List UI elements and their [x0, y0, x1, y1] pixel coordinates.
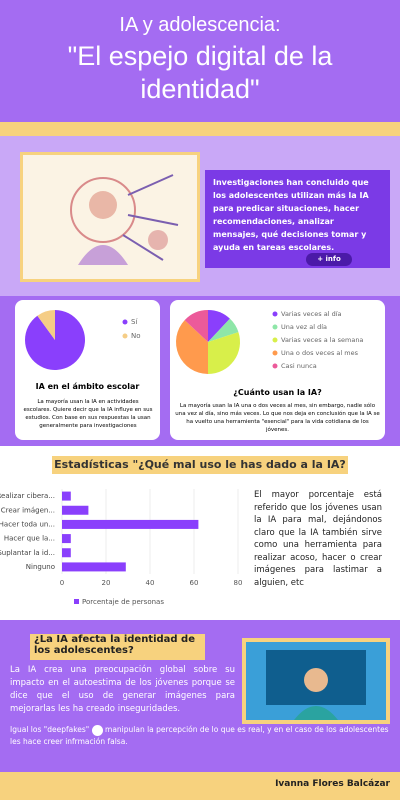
y-tick-label: Hacer que la...: [4, 535, 55, 543]
intro: Investigaciones han concluido que los ad…: [0, 136, 400, 296]
illustration-art: [70, 174, 179, 265]
chart-title: IA en el ámbito escolar: [35, 382, 140, 391]
legend-swatch: [272, 311, 278, 317]
bar-chart: 0 20 40 60 80 Realizar cibera... Crear imágen.…: [0, 489, 243, 606]
x-tick-label: 80: [234, 579, 243, 587]
legend-swatch: [272, 324, 278, 330]
stats-text: El mayor porcentaje está referido que lo…: [254, 490, 382, 588]
legend-swatch: [272, 350, 278, 356]
x-tick-label: 40: [146, 579, 155, 587]
bar: [62, 548, 71, 558]
icon: [91, 724, 103, 736]
stats: Estadísticas "¿Qué mal uso le has dado a…: [0, 446, 400, 620]
y-tick-label: Hacer toda un...: [0, 520, 55, 528]
stats-title: Estadísticas "¿Qué mal uso le has dado a…: [52, 456, 348, 474]
pie-slice: [208, 310, 230, 342]
caption: La mayoría usan la IA una o dos veces al…: [175, 403, 380, 433]
y-tick-label: Realizar cibera...: [0, 492, 55, 500]
bar: [62, 519, 199, 529]
note-text: manipulan la percepción de lo que es rea…: [10, 725, 389, 746]
bar: [62, 491, 71, 501]
identity-note: Igual los "deepfakes" manipulan la perce…: [10, 724, 390, 748]
legend-label: Porcentaje de personas: [82, 598, 164, 606]
identity-text: La IA crea una preocupación global sobre…: [10, 665, 235, 714]
card: Sí No IA en el ámbito escolar La mayoría …: [15, 300, 160, 440]
x-tick-label: 20: [102, 579, 111, 587]
bar: [62, 562, 126, 572]
note-text: Igual los "deepfakes": [10, 725, 90, 734]
header: IA y adolescencia: "El espejo digital de…: [0, 0, 400, 122]
bar: [62, 534, 71, 544]
y-tick-label: Crear imágen...: [1, 506, 55, 514]
legend-label: Varias veces a la semana: [281, 336, 363, 344]
legend-label: Varias veces al día: [281, 310, 341, 318]
pie-slice: [184, 310, 208, 342]
info-button[interactable]: + info: [306, 253, 352, 266]
legend-swatch: [74, 599, 79, 604]
photo-art: [246, 642, 386, 720]
identity-title: ¿La IA afecta la identidad de los adoles…: [34, 634, 196, 656]
y-tick-label: Suplantar la id...: [0, 549, 55, 557]
header-line1: IA y adolescencia:: [119, 14, 281, 36]
card: Varias veces al día Una vez al día Varias …: [170, 300, 385, 440]
footer-name: Ivanna Flores Balcázar: [275, 779, 390, 789]
legend-label: Una vez al día: [281, 323, 327, 331]
pie-chart: Varias veces al día Una vez al día Varias …: [176, 310, 363, 374]
legend-label: Casi nunca: [281, 362, 317, 370]
legend-swatch: [272, 337, 278, 343]
chart-title: ¿Cuánto usan la IA?: [233, 388, 322, 397]
x-tick-label: 0: [60, 579, 64, 587]
legend-swatch: [122, 319, 128, 325]
band: [0, 122, 400, 136]
pie-slice: [176, 320, 208, 374]
header-title: "El espejo digital de la identidad": [67, 41, 333, 104]
pie-slice: [208, 318, 239, 342]
pie-slice: [37, 310, 55, 340]
y-tick-label: Ninguno: [26, 563, 55, 571]
footer: Ivanna Flores Balcázar: [0, 772, 400, 800]
legend-swatch: [272, 363, 278, 369]
photo: [242, 638, 390, 724]
bar: [62, 505, 89, 515]
legend-label: Sí: [131, 318, 138, 326]
pie-chart: Sí No: [25, 310, 141, 370]
caption: La mayoría usan la IA en actividades esc…: [23, 399, 153, 429]
legend-label: Una o dos veces al mes: [281, 349, 359, 357]
title-bg: [30, 634, 205, 660]
illustration: [20, 152, 200, 282]
identity: ¿La IA afecta la identidad de los adoles…: [0, 620, 400, 770]
intro-text: Investigaciones han concluido que los ad…: [205, 170, 390, 268]
x-tick-label: 60: [190, 579, 199, 587]
pie-slice: [208, 332, 240, 374]
legend-label: No: [131, 332, 141, 340]
legend-swatch: [122, 333, 128, 339]
